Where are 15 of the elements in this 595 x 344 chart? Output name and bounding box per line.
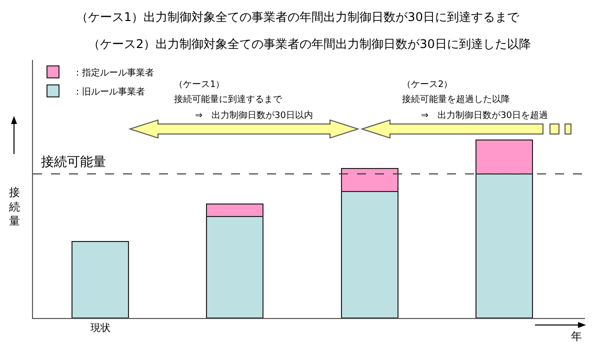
ref-line-label: 接続可能量 [41, 155, 106, 170]
text: 接続可能量に到達するまで [174, 94, 283, 105]
legend-label: ：指定ルール事業者 [73, 67, 154, 78]
text: ⇒ 出力制御日数が30日を超過 [421, 110, 548, 121]
chart-title: （ケース1）出力制御対象全ての事業者の年間出力制御日数が30日に到達するまで [76, 10, 520, 24]
text: 接続可能量を超過した以降 [402, 94, 510, 105]
y-axis-title: 接続量 [8, 186, 20, 228]
x-tick-label: 現状 [90, 322, 110, 334]
text: ⇒ 出力制御日数が30日以内 [195, 110, 313, 121]
legend-label: ：旧ルール事業者 [73, 86, 145, 98]
text: （ケース2） [402, 80, 453, 90]
chart-subtitle: （ケース2）出力制御対象全ての事業者の年間出力制御日数が30日に到達した以降 [88, 37, 531, 51]
text: （ケース1） [174, 80, 225, 90]
x-axis-title: 年 [571, 330, 582, 343]
bar [72, 240, 130, 318]
